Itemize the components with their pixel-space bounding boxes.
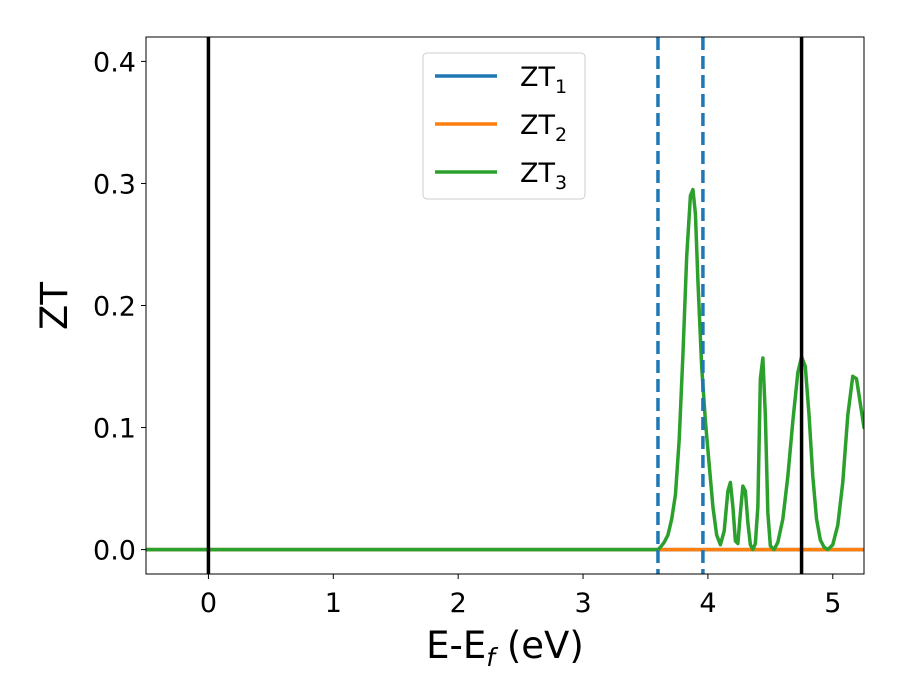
legend-label-main: ZT bbox=[520, 110, 555, 141]
legend-label-subscript: 3 bbox=[555, 172, 567, 194]
legend-label-main: ZT bbox=[520, 62, 555, 93]
x-tick-label: 2 bbox=[450, 588, 467, 619]
y-tick-label: 0.1 bbox=[93, 414, 136, 445]
legend-label-subscript: 2 bbox=[555, 124, 567, 146]
y-tick-label: 0.3 bbox=[93, 169, 136, 200]
axes-layer: 0 1 2 3 4 5 0.0 0.1 0.2 0.3 0.4 bbox=[93, 47, 841, 619]
x-tick-label: 0 bbox=[200, 588, 217, 619]
x-tick-label: 3 bbox=[574, 588, 591, 619]
series-line-3 bbox=[146, 187, 864, 552]
x-axis-label-unit: (eV) bbox=[495, 624, 584, 667]
x-tick-label: 4 bbox=[699, 588, 716, 619]
y-axis-label: ZT bbox=[33, 282, 76, 330]
plot-data-layer bbox=[146, 37, 864, 574]
x-axis-label: E-Ef (eV) bbox=[426, 624, 584, 672]
legend-label-main: ZT bbox=[520, 158, 555, 189]
legend-label-2: ZT2 bbox=[520, 110, 567, 146]
y-tick-label: 0.2 bbox=[93, 292, 136, 323]
legend-label-3: ZT3 bbox=[520, 158, 567, 194]
x-tick-label: 1 bbox=[325, 588, 342, 619]
x-axis-label-main: E-E bbox=[426, 624, 486, 667]
legend-label-subscript: 1 bbox=[555, 76, 567, 98]
y-tick-label: 0.4 bbox=[93, 47, 136, 78]
legend-box bbox=[422, 52, 586, 200]
legend-label-1: ZT1 bbox=[520, 62, 567, 98]
y-tick-label: 0.0 bbox=[93, 536, 136, 567]
x-tick-label: 5 bbox=[824, 588, 841, 619]
